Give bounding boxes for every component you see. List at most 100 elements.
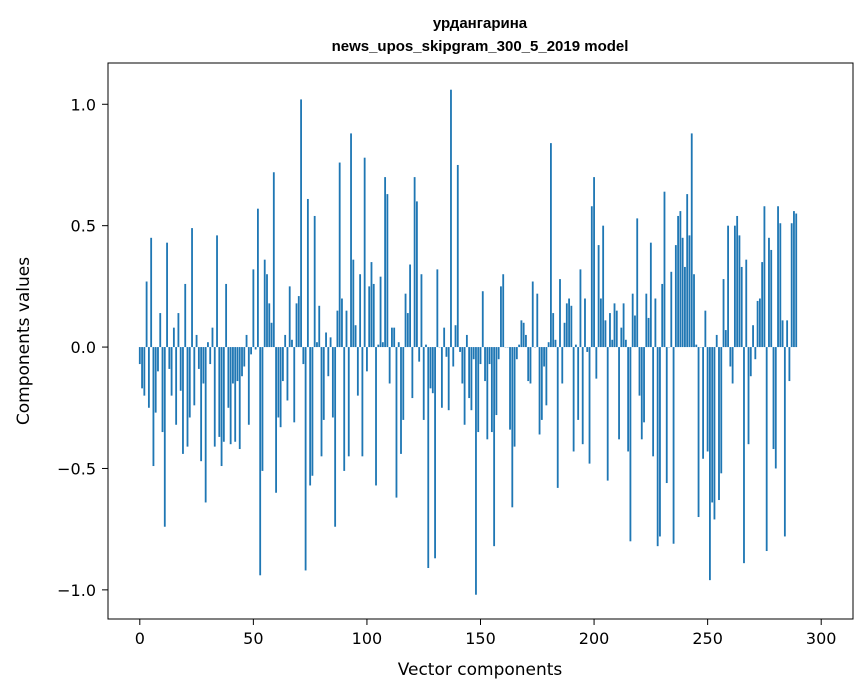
bar-281 xyxy=(777,206,779,348)
bar-232 xyxy=(665,347,668,484)
bar-135 xyxy=(445,347,448,357)
bar-90 xyxy=(343,347,346,471)
bar-188 xyxy=(565,303,568,348)
bar-22 xyxy=(188,347,191,418)
bar-107 xyxy=(381,342,384,348)
bar-253 xyxy=(713,347,716,520)
bar-241 xyxy=(686,194,689,348)
bar-172 xyxy=(529,347,532,384)
bar-85 xyxy=(331,347,334,418)
bar-218 xyxy=(634,315,636,348)
bar-27 xyxy=(200,347,203,462)
bar-10 xyxy=(161,347,164,433)
bar-147 xyxy=(472,347,475,360)
x-tick-label: 50 xyxy=(243,629,263,648)
bar-3 xyxy=(145,281,148,348)
bar-123 xyxy=(418,347,421,362)
x-tick-label: 0 xyxy=(135,629,145,648)
bar-61 xyxy=(277,347,280,418)
bar-14 xyxy=(170,347,173,396)
bar-287 xyxy=(790,223,793,348)
x-axis-label: Vector components xyxy=(398,660,563,680)
bar-191 xyxy=(572,347,575,452)
bar-102 xyxy=(370,262,373,348)
bar-251 xyxy=(709,347,711,581)
bar-170 xyxy=(525,334,527,348)
bar-214 xyxy=(624,339,627,348)
bar-215 xyxy=(627,347,630,452)
bar-173 xyxy=(531,281,534,348)
bar-154 xyxy=(488,347,491,365)
bar-64 xyxy=(284,334,287,348)
bar-67 xyxy=(291,339,293,348)
bar-263 xyxy=(736,215,739,348)
bar-50 xyxy=(252,269,255,348)
bar-272 xyxy=(756,300,759,348)
bar-57 xyxy=(268,303,271,348)
bar-63 xyxy=(281,347,284,382)
bar-15 xyxy=(172,327,175,348)
bar-167 xyxy=(518,344,521,348)
bar-257 xyxy=(722,279,725,348)
bar-157 xyxy=(495,347,498,416)
bar-196 xyxy=(584,298,586,348)
bar-127 xyxy=(427,347,430,569)
bar-149 xyxy=(477,347,480,433)
bar-120 xyxy=(411,347,414,399)
bar-0 xyxy=(138,347,141,365)
bar-243 xyxy=(690,133,693,348)
bar-59 xyxy=(272,172,275,348)
bar-28 xyxy=(202,347,205,384)
bar-178 xyxy=(543,347,546,367)
bar-92 xyxy=(347,347,350,457)
bar-54 xyxy=(261,347,264,471)
bar-273 xyxy=(758,298,761,348)
bar-101 xyxy=(368,286,371,348)
bar-13 xyxy=(168,347,171,369)
x-tick-label: 150 xyxy=(465,629,496,648)
bar-258 xyxy=(724,330,727,348)
bar-75 xyxy=(309,347,312,486)
bar-96 xyxy=(356,347,359,396)
bar-225 xyxy=(649,242,652,348)
bar-190 xyxy=(570,305,573,348)
bar-140 xyxy=(456,164,459,348)
y-tick-label: −0.5 xyxy=(57,459,96,478)
y-axis-label: Components values xyxy=(14,257,34,425)
bar-105 xyxy=(377,344,380,348)
bar-20 xyxy=(184,283,187,348)
bar-137 xyxy=(450,89,452,348)
bar-111 xyxy=(391,327,393,348)
bar-219 xyxy=(636,218,639,348)
bar-262 xyxy=(733,225,736,348)
y-axis: −1.0 −0.5 0.0 0.5 1.0 xyxy=(57,95,108,600)
bar-77 xyxy=(313,215,316,348)
bar-83 xyxy=(327,347,330,377)
bar-279 xyxy=(772,347,775,450)
bar-207 xyxy=(609,313,611,348)
bar-52 xyxy=(257,208,259,348)
bar-29 xyxy=(204,347,207,503)
bar-264 xyxy=(738,235,741,348)
bar-39 xyxy=(227,347,230,408)
bar-180 xyxy=(547,342,550,348)
bar-245 xyxy=(695,344,698,348)
bar-62 xyxy=(279,347,282,428)
bar-193 xyxy=(577,347,580,420)
bar-43 xyxy=(236,347,239,382)
bar-110 xyxy=(388,347,391,384)
bar-280 xyxy=(774,347,777,469)
bar-106 xyxy=(379,276,382,348)
bar-176 xyxy=(538,347,541,435)
bar-116 xyxy=(402,347,405,420)
bar-21 xyxy=(186,347,189,447)
bar-89 xyxy=(341,298,343,348)
bar-124 xyxy=(420,274,423,348)
x-tick-label: 100 xyxy=(352,629,383,648)
bar-163 xyxy=(509,347,511,430)
bar-289 xyxy=(795,213,798,348)
bar-38 xyxy=(225,283,228,348)
bar-202 xyxy=(597,245,600,348)
bar-209 xyxy=(613,303,616,348)
